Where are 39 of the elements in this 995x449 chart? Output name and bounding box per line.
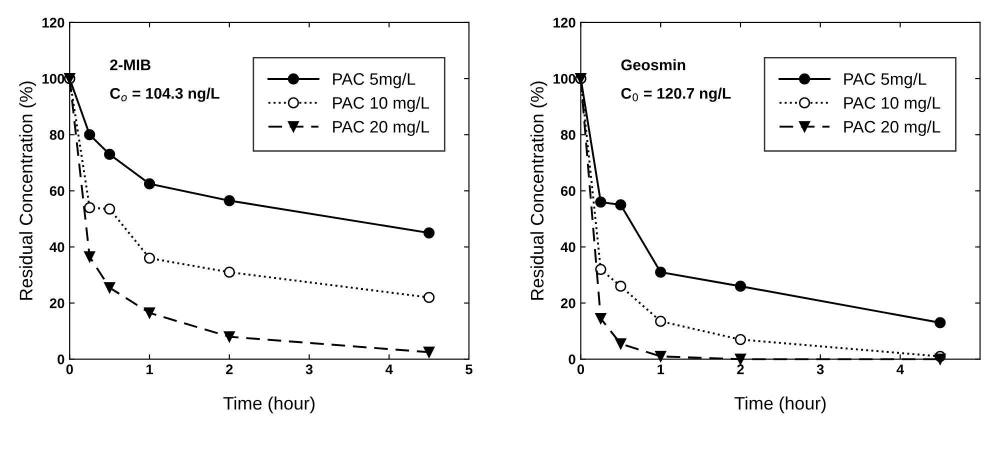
annotation: 2-MIB (110, 60, 150, 70)
y-tick-label: 60 (50, 186, 64, 196)
y-tick-label: 0 (58, 354, 64, 364)
annotation: C$_{o}$ = 104.3 ng/L (110, 88, 220, 102)
x-tick-label: 3 (306, 364, 313, 374)
y-tick-label: 80 (560, 130, 576, 140)
y-tick-label: 120 (554, 18, 576, 28)
x-tick-label: 1 (658, 364, 664, 374)
x-axis-title: Time (hour) (223, 396, 314, 414)
y-tick-label: 40 (50, 242, 64, 252)
x-tick-label: 4 (385, 364, 393, 374)
legend-label: PAC 5mg/L (844, 72, 926, 88)
legend-label: PAC 20 mg/L (333, 120, 430, 136)
x-tick-label: 1 (146, 364, 153, 374)
y-axis-title: Residual Concentration (%) (530, 82, 548, 300)
legend-label: PAC 20 mg/L (844, 120, 940, 136)
y-tick-label: 60 (560, 186, 576, 196)
y-tick-label: 20 (50, 298, 64, 308)
y-axis-title: Residual Concentration (%) (19, 82, 36, 300)
y-tick-label: 100 (554, 74, 576, 84)
y-tick-label: 100 (42, 74, 64, 84)
y-tick-label: 0 (568, 354, 576, 364)
x-tick-label: 2 (226, 364, 233, 374)
legend-label: PAC 10 mg/L (844, 96, 940, 112)
x-tick-label: 3 (816, 364, 824, 374)
y-tick-label: 120 (42, 18, 64, 28)
y-tick-label: 40 (560, 242, 576, 252)
y-tick-label: 80 (50, 130, 64, 140)
x-axis-title: Time (hour) (734, 396, 826, 414)
x-tick-label: 0 (66, 364, 73, 374)
legend-label: PAC 10 mg/L (333, 96, 430, 112)
x-tick-label: 2 (737, 364, 744, 374)
legend-label: PAC 5mg/L (333, 72, 416, 88)
x-tick-label: 4 (896, 364, 904, 374)
x-tick-label: 5 (466, 364, 472, 374)
annotation: Geosmin (621, 59, 686, 70)
annotation: C$_{0}$ = 120.7 ng/L (621, 88, 731, 102)
y-tick-label: 20 (560, 298, 576, 308)
x-tick-label: 0 (577, 364, 584, 374)
